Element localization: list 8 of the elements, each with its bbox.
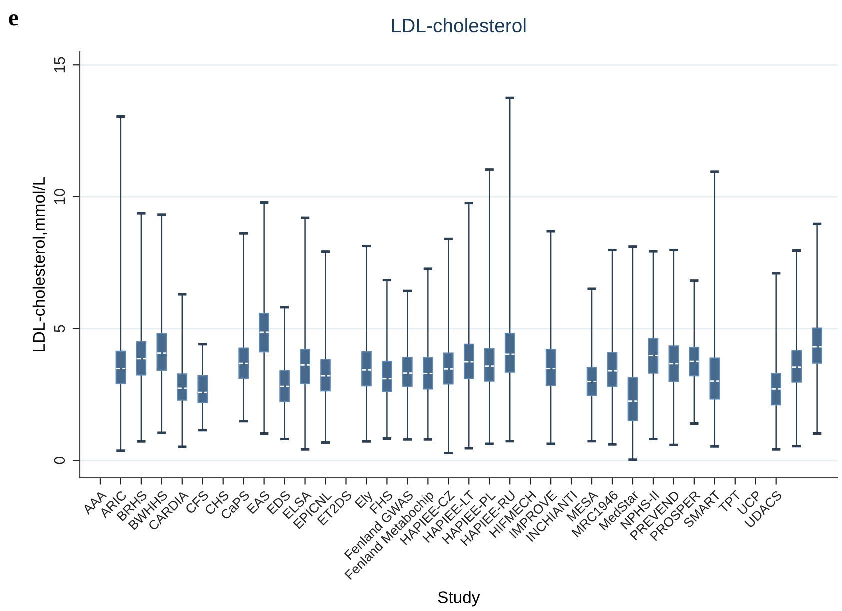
x-axis-title: Study xyxy=(438,591,480,607)
text: e xyxy=(9,14,18,26)
y-tick-label: 5 xyxy=(54,325,66,332)
y-tick-label: 10 xyxy=(54,189,66,204)
y-tick-label: 0 xyxy=(54,457,66,464)
y-axis-title: LDL-cholesterol,mmol/L xyxy=(32,177,48,352)
y-tick-label: 15 xyxy=(54,57,66,72)
chart-title: LDL-cholesterol xyxy=(392,18,526,33)
